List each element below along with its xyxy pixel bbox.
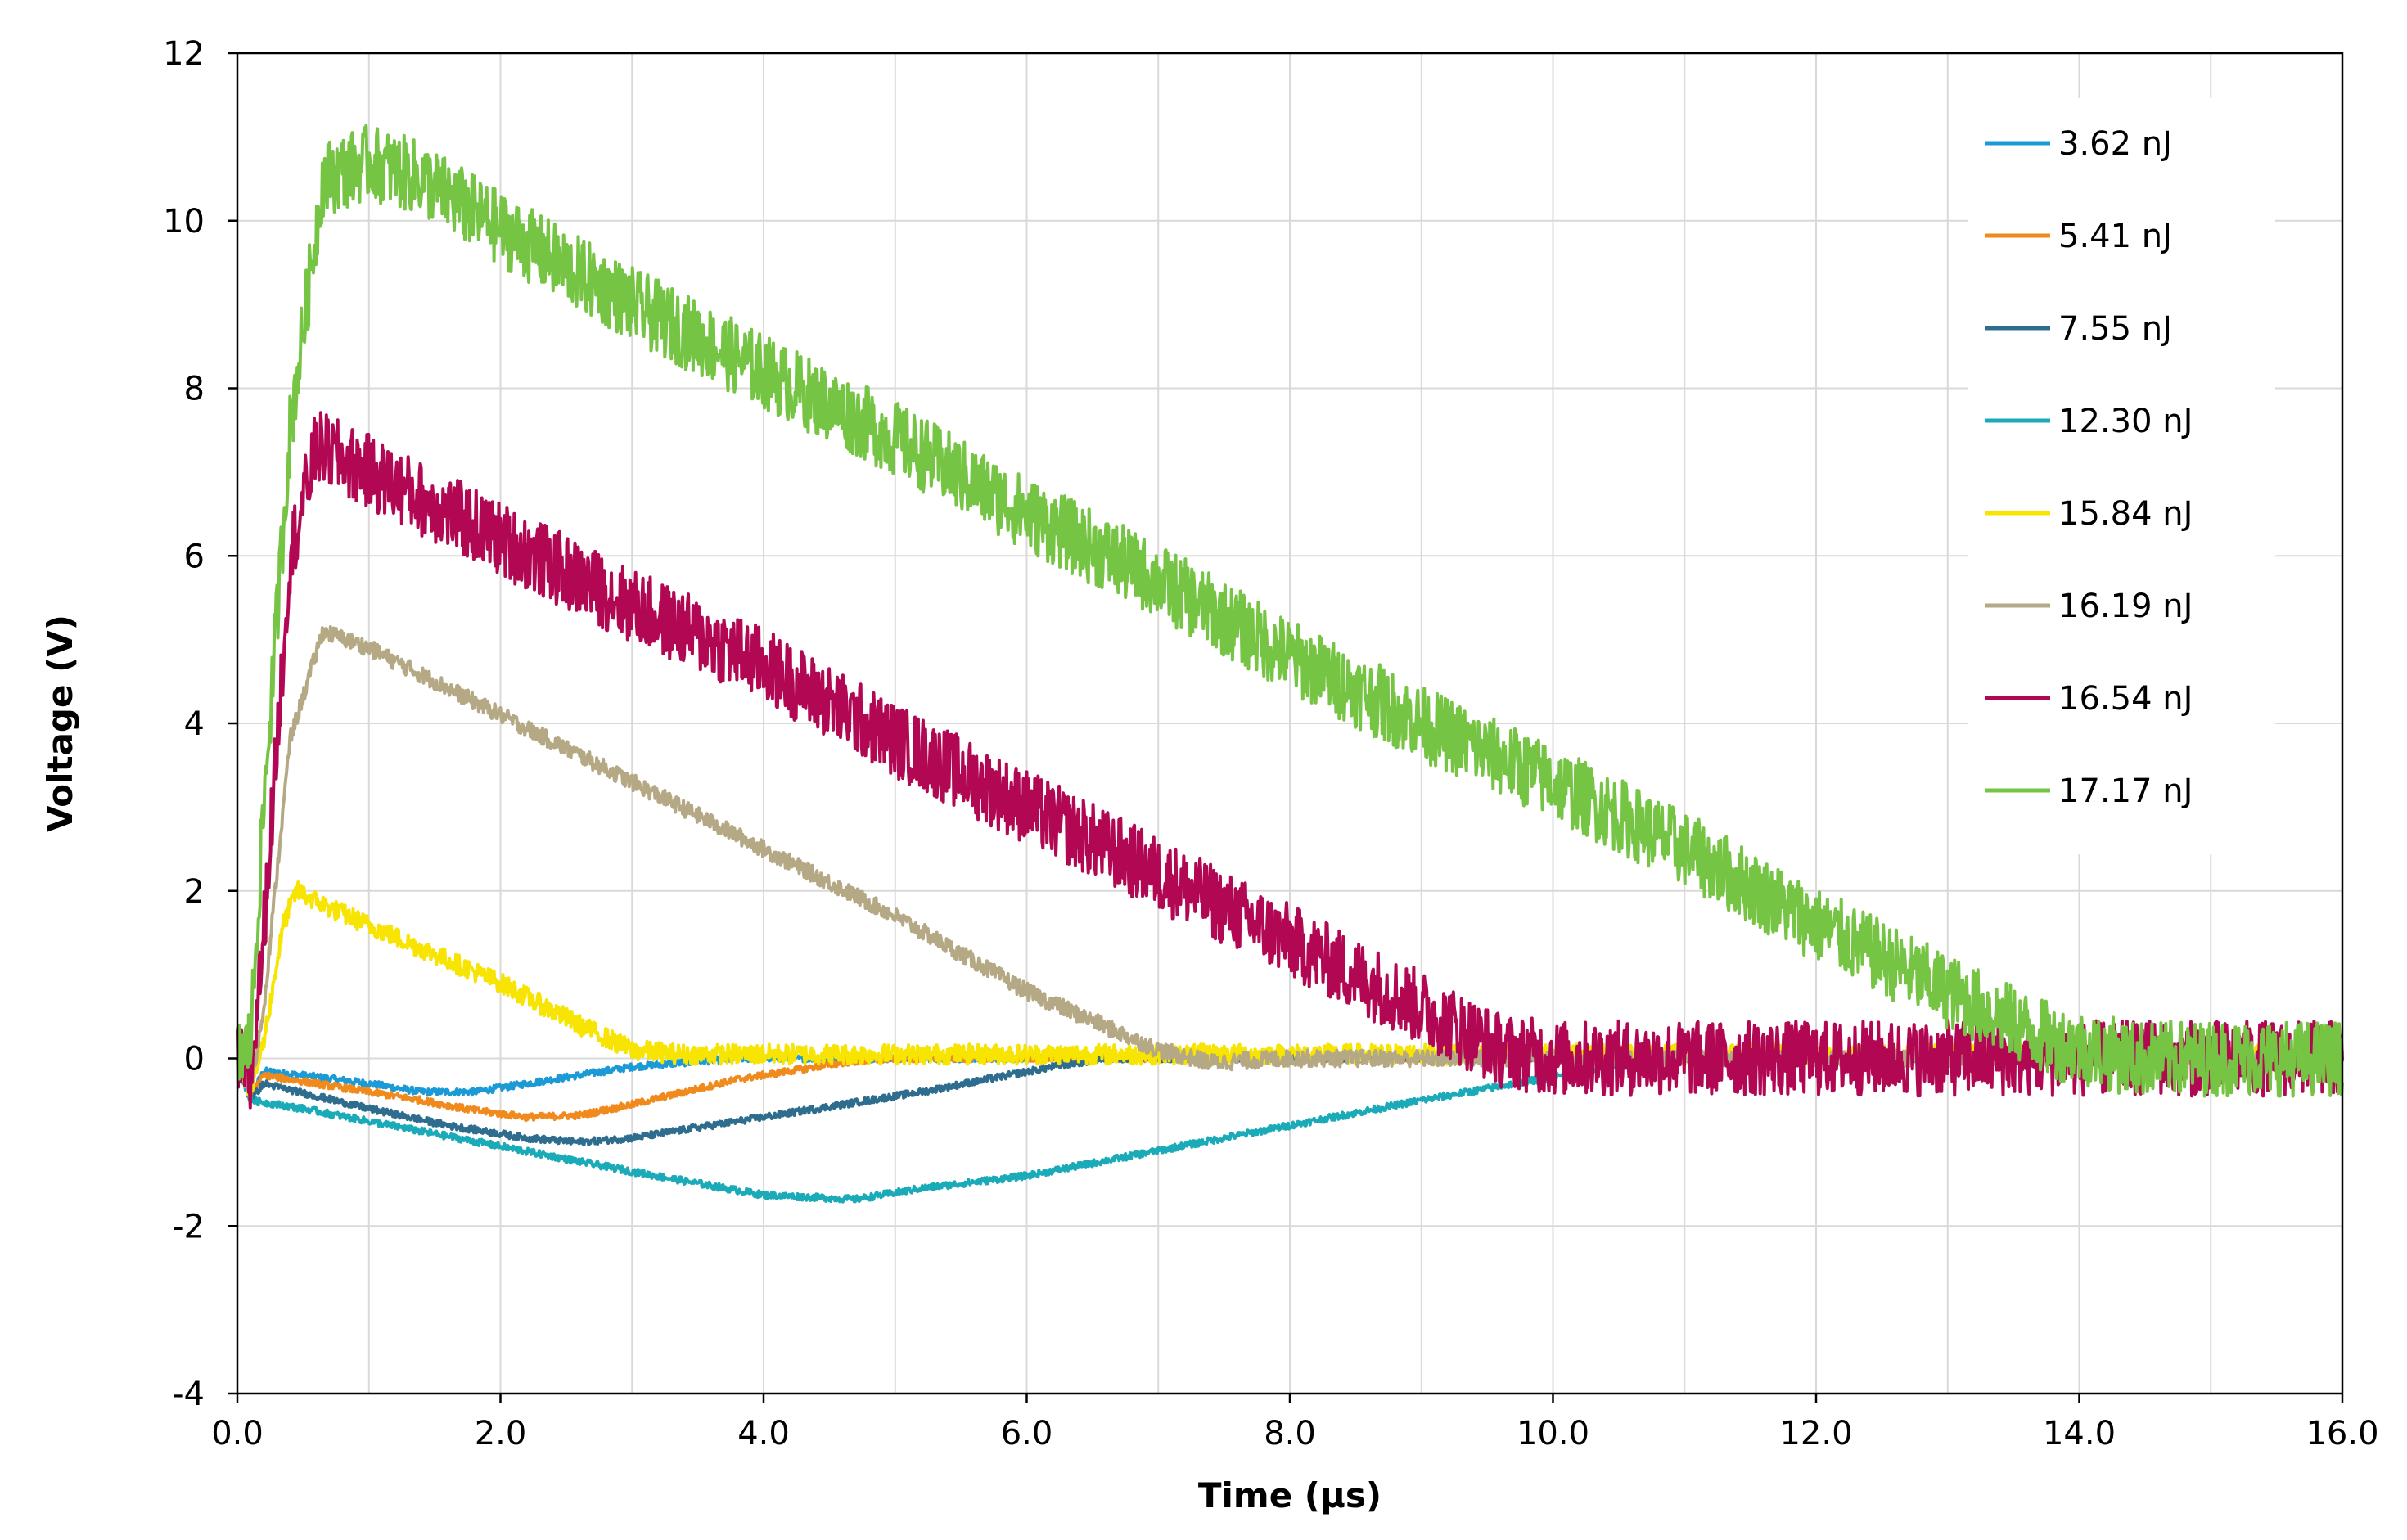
legend-label: 16.54 nJ [2058,680,2193,718]
y-tick-label: -4 [172,1376,205,1413]
legend-label: 16.19 nJ [2058,588,2193,625]
x-tick-label: 4.0 [737,1415,790,1452]
x-tick-label: 16.0 [2306,1415,2378,1452]
y-tick-label: 12 [163,35,205,73]
y-tick-label: 2 [184,873,205,911]
legend-background [1968,98,2275,854]
y-tick-label: 4 [184,705,205,743]
y-tick-label: 8 [184,371,205,408]
legend-label: 7.55 nJ [2058,310,2172,348]
y-axis-title: Voltage (V) [40,615,80,832]
y-tick-label: 10 [163,203,205,241]
x-tick-label: 6.0 [1001,1415,1053,1452]
legend-label: 5.41 nJ [2058,218,2172,255]
y-tick-label: 6 [184,538,205,575]
legend-label: 3.62 nJ [2058,125,2172,163]
legend-label: 15.84 nJ [2058,495,2193,533]
x-axis-title: Time (µs) [1198,1475,1382,1515]
x-tick-label: 12.0 [1779,1415,1852,1452]
series-lines [236,124,2344,1204]
y-tick-label: 0 [184,1041,205,1078]
axes: 0.0 2.0 4.0 6.0 8.0 10.0 12.0 14.0 16.0 -4 -2 0 2 4 6 8… [163,35,2378,1452]
x-tick-label: 8.0 [1264,1415,1316,1452]
legend-label: 12.30 nJ [2058,403,2193,440]
legend-label: 17.17 nJ [2058,772,2193,810]
series-line-7 [236,411,2344,1110]
x-tick-label: 14.0 [2043,1415,2116,1452]
y-tick-label: -2 [172,1208,205,1245]
legend: 3.62 nJ 5.41 nJ 7.55 nJ 12.30 nJ 15.84 nJ 16.… [1968,98,2275,854]
x-tick-label: 2.0 [475,1415,527,1452]
x-tick-label: 10.0 [1517,1415,1589,1452]
x-tick-label: 0.0 [211,1415,264,1452]
series-line-8 [236,124,2344,1098]
